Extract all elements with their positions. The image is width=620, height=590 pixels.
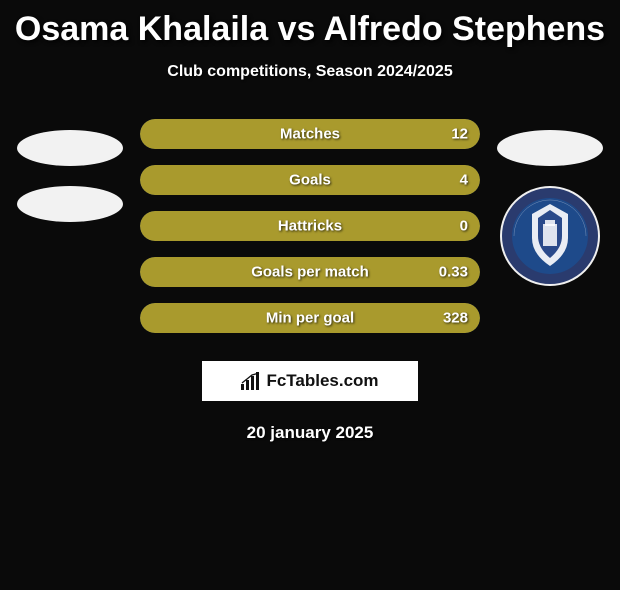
stat-row: Goals per match 0.33 <box>0 249 620 295</box>
stat-row: Goals 4 <box>0 157 620 203</box>
stat-label: Matches <box>280 126 340 143</box>
date-text: 20 january 2025 <box>0 423 620 443</box>
stat-label: Min per goal <box>266 310 354 327</box>
stat-row: Matches 12 <box>0 111 620 157</box>
page-title: Osama Khalaila vs Alfredo Stephens <box>0 10 620 49</box>
stat-label: Goals per match <box>251 264 369 281</box>
stat-bar: Matches 12 <box>140 119 480 149</box>
stat-value-right: 0.33 <box>439 264 468 281</box>
stat-value-right: 0 <box>460 218 468 235</box>
site-logo: FcTables.com <box>202 361 418 401</box>
stat-bar: Min per goal 328 <box>140 303 480 333</box>
subtitle: Club competitions, Season 2024/2025 <box>0 63 620 81</box>
stat-row: Hattricks 0 <box>0 203 620 249</box>
stat-row: Min per goal 328 <box>0 295 620 341</box>
stat-value-right: 328 <box>443 310 468 327</box>
stat-value-right: 12 <box>451 126 468 143</box>
stat-value-right: 4 <box>460 172 468 189</box>
stat-bar: Goals per match 0.33 <box>140 257 480 287</box>
logo-text: FcTables.com <box>266 371 378 391</box>
stats-area: Matches 12 Goals 4 Hattricks 0 Goals per match… <box>0 111 620 341</box>
stat-label: Goals <box>289 172 331 189</box>
chart-icon <box>241 372 263 390</box>
stat-label: Hattricks <box>278 218 342 235</box>
stat-bar: Hattricks 0 <box>140 211 480 241</box>
stat-bar: Goals 4 <box>140 165 480 195</box>
